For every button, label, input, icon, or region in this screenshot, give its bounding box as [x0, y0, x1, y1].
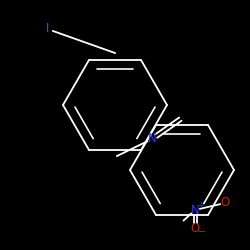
Text: I: I [46, 22, 50, 35]
Text: O: O [220, 196, 230, 209]
Text: N: N [148, 132, 156, 145]
Text: −: − [198, 227, 206, 237]
Text: +: + [198, 202, 204, 210]
Text: O: O [190, 222, 200, 234]
Text: N: N [191, 204, 200, 216]
